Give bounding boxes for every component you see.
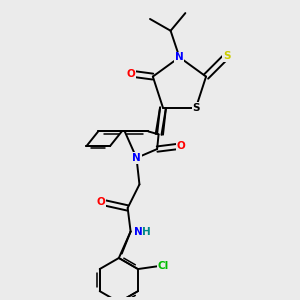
Text: O: O bbox=[97, 197, 106, 207]
Text: O: O bbox=[126, 69, 135, 79]
Text: N: N bbox=[175, 52, 184, 62]
Text: Cl: Cl bbox=[158, 261, 169, 271]
Text: S: S bbox=[223, 51, 230, 61]
Text: O: O bbox=[176, 141, 185, 151]
Text: H: H bbox=[142, 226, 151, 236]
Text: S: S bbox=[192, 103, 200, 113]
Text: N: N bbox=[134, 226, 142, 236]
Text: N: N bbox=[132, 153, 141, 163]
